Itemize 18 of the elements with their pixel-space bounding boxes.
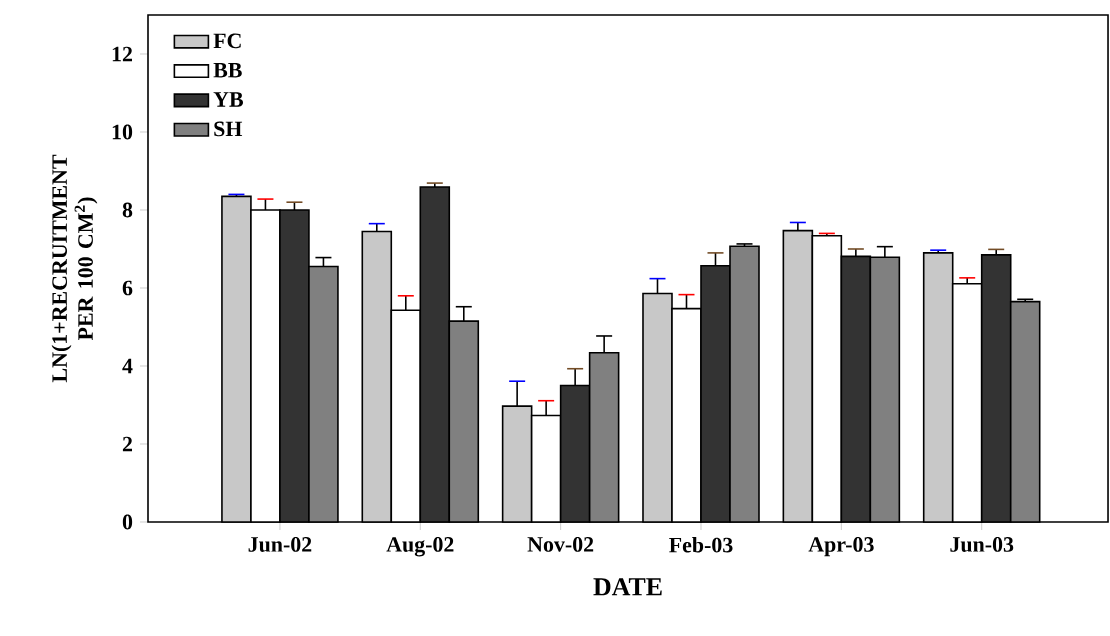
x-tick-label: Feb-03 [669,537,733,553]
legend-label: SH [214,121,243,137]
y-tick-label: 0 [122,514,133,530]
legend-label: BB [213,62,242,78]
x-tick-label: Nov-02 [527,537,594,552]
x-tick-label: Apr-03 [808,537,874,557]
y-tick-label: 6 [122,280,133,296]
legend-label: FC [213,33,241,49]
x-axis-title: DATE [593,578,662,596]
y-tick-label: 8 [122,202,133,218]
x-tick-label: Jun-02 [248,537,312,552]
y-tick-label: 4 [122,358,133,374]
x-tick-label: Jun-03 [950,537,1014,552]
y-tick-label: 2 [122,436,132,452]
legend-label: YB [213,92,243,107]
y-tick-label: 10 [112,124,133,140]
y-tick-label: 12 [112,46,132,62]
x-tick-label: Aug-02 [386,537,454,557]
